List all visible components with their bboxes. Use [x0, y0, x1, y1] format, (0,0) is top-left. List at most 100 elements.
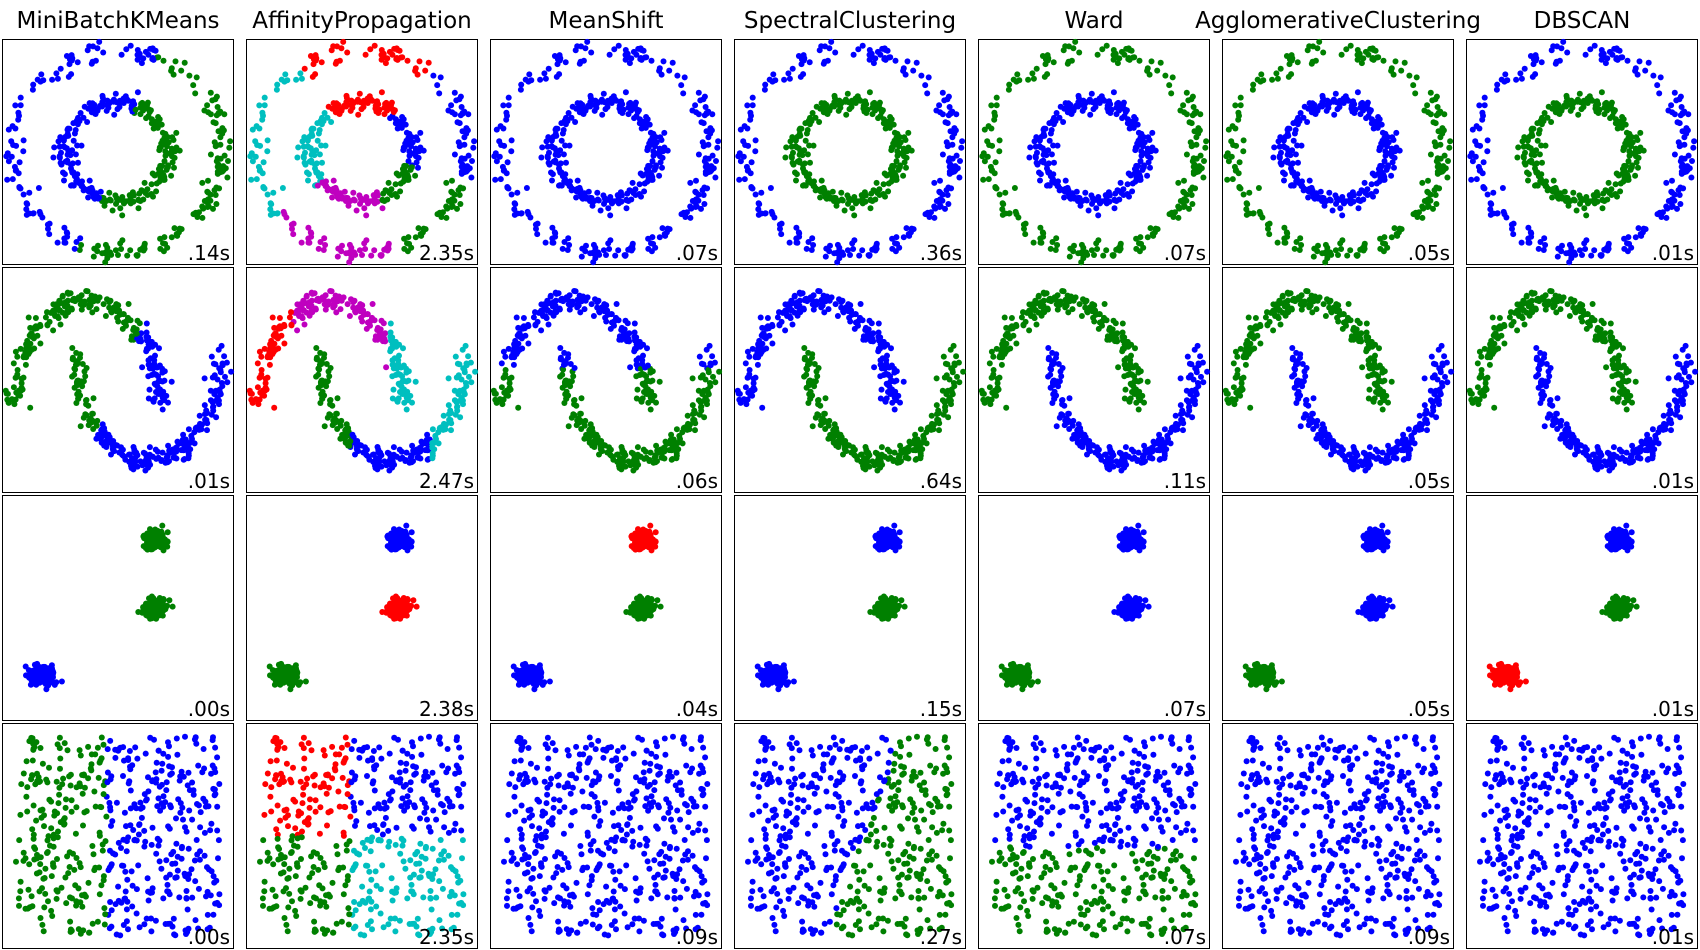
point [648, 240, 654, 247]
point [138, 60, 145, 67]
point [70, 182, 77, 189]
point [1292, 151, 1299, 158]
point [10, 360, 17, 367]
point [1480, 159, 1487, 166]
point [1112, 190, 1119, 197]
point [127, 200, 134, 207]
point [846, 197, 853, 204]
point [519, 345, 526, 352]
point [999, 200, 1006, 207]
point [818, 185, 825, 192]
point [992, 159, 999, 166]
point [61, 224, 68, 231]
point [99, 250, 106, 257]
point [700, 120, 707, 127]
point [325, 103, 332, 110]
point [1528, 130, 1535, 137]
point [207, 151, 214, 158]
point [372, 336, 379, 343]
point [61, 239, 68, 246]
point [1536, 151, 1543, 158]
point [447, 197, 454, 204]
point [674, 72, 681, 79]
point [76, 118, 83, 125]
point [1145, 159, 1152, 166]
point [945, 158, 952, 165]
point [659, 454, 665, 461]
point [1266, 231, 1273, 238]
point [788, 153, 795, 160]
point [700, 192, 707, 198]
point [1124, 191, 1131, 197]
point [317, 239, 324, 245]
point [1312, 111, 1319, 117]
point [1632, 148, 1639, 155]
point [587, 250, 594, 257]
point [1284, 230, 1291, 237]
point [108, 451, 114, 458]
point [1284, 159, 1291, 166]
point [636, 181, 643, 188]
point [1676, 120, 1683, 127]
point [63, 145, 70, 152]
point [1288, 57, 1295, 64]
point [959, 138, 966, 145]
point [1678, 168, 1685, 175]
point [596, 308, 603, 315]
point [169, 159, 176, 166]
point [758, 210, 765, 217]
point [1281, 177, 1287, 184]
point [207, 89, 214, 96]
point [161, 176, 168, 183]
point [816, 119, 823, 125]
point [1285, 125, 1292, 132]
point [1481, 94, 1488, 101]
point [1243, 200, 1250, 207]
column-title: AffinityPropagation [252, 8, 472, 34]
point [397, 188, 404, 195]
column-title: SpectralClustering [744, 8, 956, 34]
point [620, 106, 627, 113]
point [870, 60, 877, 67]
point [567, 178, 573, 185]
point [894, 152, 901, 159]
point [255, 401, 262, 408]
point [649, 158, 656, 165]
point [503, 170, 510, 177]
point [136, 190, 143, 197]
point [533, 225, 539, 232]
point [461, 108, 468, 115]
point [566, 142, 573, 149]
point [358, 307, 365, 314]
point [1188, 120, 1195, 127]
point [91, 245, 98, 252]
point [1532, 57, 1539, 64]
point [248, 150, 255, 157]
point [578, 105, 585, 112]
point [1550, 100, 1557, 107]
point [943, 139, 950, 146]
point [611, 46, 618, 53]
point [218, 342, 225, 349]
point [1168, 90, 1175, 97]
point [562, 171, 569, 178]
point [383, 99, 390, 106]
point [1628, 244, 1635, 251]
point [412, 65, 419, 72]
point [785, 70, 792, 77]
point [551, 145, 558, 152]
point [541, 301, 548, 308]
point [315, 245, 322, 252]
point [101, 202, 108, 209]
point [17, 94, 24, 101]
point [1522, 161, 1529, 168]
point [337, 422, 344, 429]
point [1332, 192, 1339, 199]
point [449, 203, 456, 210]
point [1566, 259, 1573, 266]
point [1510, 231, 1517, 238]
point [79, 178, 85, 185]
point [1656, 90, 1663, 97]
point [418, 232, 425, 239]
point [650, 148, 657, 155]
